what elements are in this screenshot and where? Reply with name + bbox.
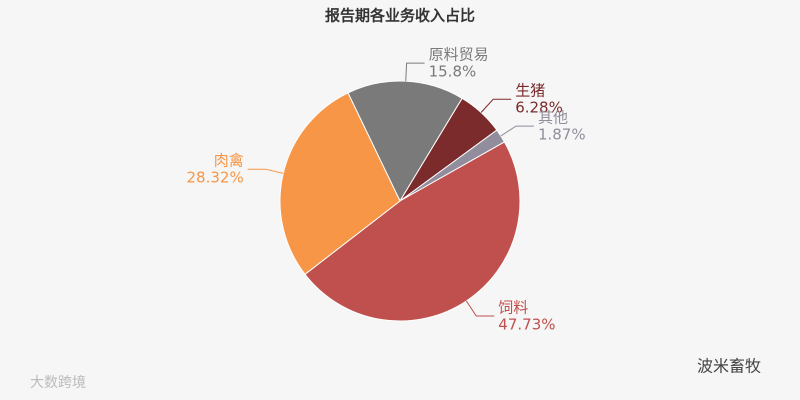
value-label: 1.87% <box>538 126 586 144</box>
pie-slice <box>347 80 463 203</box>
value-label: 6.28% <box>515 99 563 117</box>
slice-label: 原料贸易 <box>429 46 489 64</box>
leader-line <box>247 168 284 174</box>
watermark: 大数跨境 <box>30 375 86 391</box>
leader-line <box>405 62 425 82</box>
slice-label: 生猪 <box>515 82 545 100</box>
value-label: 15.8% <box>429 63 477 81</box>
leader-line <box>465 300 495 317</box>
chart-title: 报告期各业务收入占比 <box>325 7 475 25</box>
value-label: 47.73% <box>498 315 555 333</box>
leader-line <box>480 98 512 113</box>
pie-slice <box>279 92 401 276</box>
slice-label: 饲料 <box>498 298 528 316</box>
slice-label: 肉禽 <box>214 152 244 170</box>
leader-line <box>500 125 534 137</box>
value-label: 28.32% <box>187 169 244 187</box>
watermark: 波米畜牧 <box>697 357 761 376</box>
pie-slice <box>304 141 521 322</box>
slice-label: 其他 <box>538 109 568 127</box>
